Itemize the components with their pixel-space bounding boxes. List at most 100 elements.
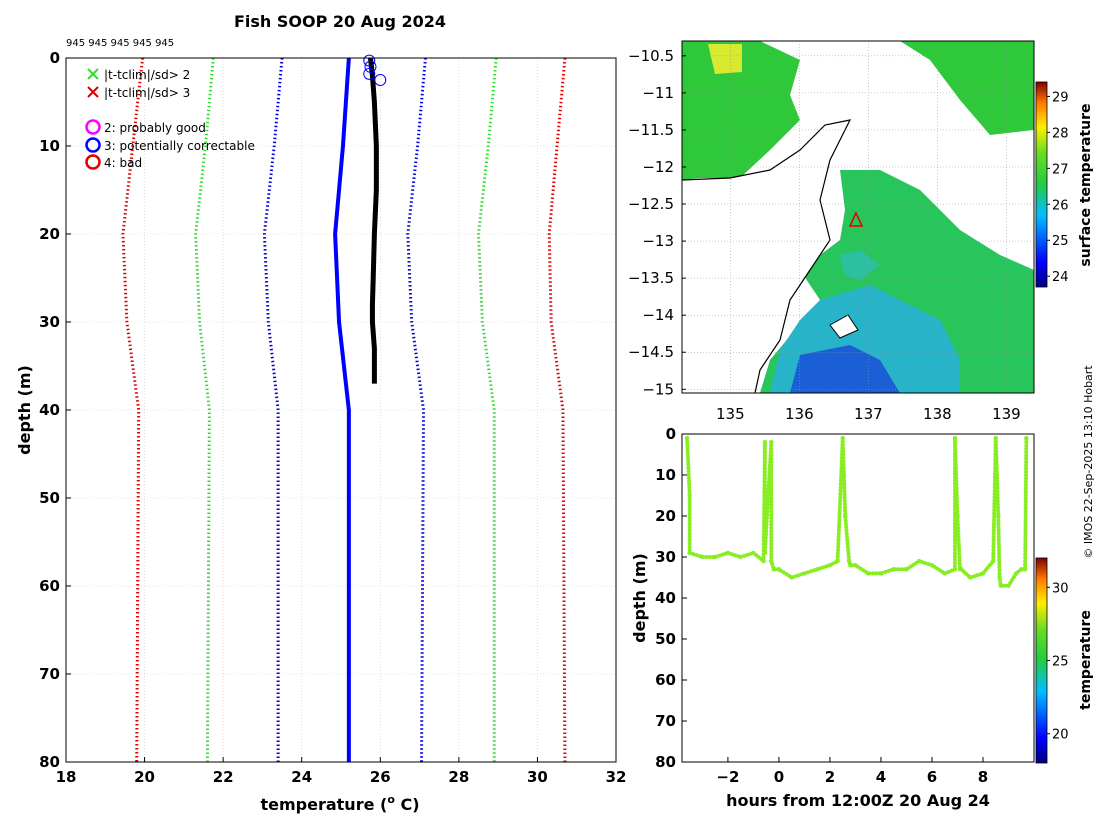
map-xtick-label: 136: [785, 405, 814, 423]
profile-ticks: 18 20 22 24 26 28 30 32 0 10 20 30 40 50 60 70 80: [39, 49, 626, 786]
tow-point: [1024, 435, 1029, 441]
tow-point: [1019, 567, 1024, 572]
tow-point: [891, 567, 896, 572]
tow-point: [840, 435, 845, 441]
legend-flag4-icon: [85, 154, 101, 170]
map-xtick-label: 138: [923, 405, 952, 423]
tow-points-group: [684, 435, 1029, 588]
tow-xtick-label: −2: [716, 768, 739, 786]
tow-xtick-label: 4: [876, 768, 886, 786]
map-ytick-label: −11: [642, 84, 674, 102]
profile-series--3-sd: [547, 57, 567, 763]
imos-credit: © IMOS 22-Sep-2025 13:10 Hobart: [1082, 365, 1095, 559]
map-colorbar-tick-label: 29: [1052, 90, 1069, 105]
profile-series--2-sd: [476, 57, 498, 762]
map-land: [682, 120, 850, 393]
tow-point: [769, 440, 774, 445]
tow-point: [959, 567, 964, 572]
observed-profile-line: [367, 57, 379, 384]
legend-flag2-icon: [85, 119, 101, 135]
profile-ytick-label: 20: [39, 225, 60, 243]
profile-legend: |t-tclim|/sd> 2 |t-tclim|/sd> 3 2: proba…: [85, 68, 255, 170]
profile-series--1-sd: [406, 57, 427, 763]
legend-flag3-label: 3: potentially correctable: [104, 139, 255, 153]
tow-xlabel: hours from 12:00Z 20 Aug 24: [726, 791, 990, 810]
tow-ytick-label: 20: [655, 507, 676, 525]
tow-point: [955, 513, 960, 519]
map-ytick-label: −10.5: [628, 47, 674, 65]
legend-x-red-icon: [87, 86, 99, 98]
tow-point: [776, 567, 782, 572]
map-colorbar-tick-label: 28: [1052, 126, 1069, 141]
map-ytick-label: −12: [642, 158, 674, 176]
tow-point: [725, 550, 731, 556]
tow-point: [1013, 571, 1019, 576]
tow-point: [998, 583, 1004, 588]
tow-ytick-label: 10: [655, 466, 676, 484]
map-colorbar-tick-label: 24: [1052, 270, 1069, 285]
tow-xtick-label: 6: [927, 768, 937, 786]
tow-colorbar-tick-label: 25: [1052, 655, 1069, 670]
profile-xtick-label: 32: [606, 768, 627, 786]
profile-ytick-label: 40: [39, 401, 60, 419]
sst-map-field: [682, 41, 1034, 393]
tow-point: [789, 575, 794, 580]
profile-xtick-label: 18: [56, 768, 77, 786]
profile-series--2-sd: [194, 57, 215, 763]
tow-point: [994, 472, 1000, 478]
station-ids: 945 945 945 945 945: [66, 38, 174, 49]
tow-xtick-label: 0: [774, 768, 784, 786]
tow-point: [952, 567, 958, 572]
tow-point: [848, 563, 853, 568]
map-ticks: 135 136 137 138 139 −10.5 −11 −11.5 −12 −12.5 −13 −…: [628, 47, 1021, 423]
tow-point: [993, 435, 998, 441]
profile-ylabel: depth (m): [15, 365, 34, 455]
map-ytick-label: −11.5: [628, 121, 674, 139]
profile-ytick-label: 70: [39, 665, 60, 683]
tow-point: [751, 550, 756, 556]
profile-ytick-label: 80: [39, 753, 60, 771]
profile-xtick-label: 20: [134, 768, 155, 786]
map-colorbar-tick-label: 25: [1052, 234, 1069, 249]
tow-ytick-label: 30: [655, 548, 676, 566]
ship-position-marker: [848, 211, 864, 227]
profile-ytick-label: 0: [50, 49, 60, 67]
observed-profile-group: [363, 54, 387, 384]
tow-point: [846, 558, 852, 564]
tow-point: [841, 472, 847, 478]
map-colorbar-tick-label: 26: [1052, 198, 1069, 213]
tow-point: [769, 558, 774, 564]
tow-point: [843, 513, 848, 519]
map-ytick-label: −12.5: [628, 195, 674, 213]
map-xtick-label: 135: [716, 405, 745, 423]
profile-series-group: [121, 57, 567, 763]
map-colorbar-label: surface temperature: [1078, 103, 1094, 266]
profile-series--1-sd: [262, 57, 284, 762]
profile-series-climatology-mean: [333, 57, 351, 762]
legend-flag3-icon: [85, 137, 101, 153]
tow-point: [917, 558, 922, 564]
tow-point: [904, 567, 909, 572]
profile-ytick-label: 60: [39, 577, 60, 595]
tow-point: [700, 554, 705, 560]
tow-point: [762, 440, 768, 445]
tow-point: [990, 558, 996, 564]
profile-xlabel: temperature (o C): [260, 793, 419, 814]
tow-colorbar-label: temperature: [1078, 610, 1094, 710]
map-ytick-label: −13: [642, 232, 674, 250]
tow-point: [684, 435, 690, 441]
tow-colorbar-tick-label: 30: [1052, 581, 1069, 596]
tow-point: [835, 558, 840, 564]
tow-point: [929, 563, 935, 568]
map-colorbar-ticks: 24 25 26 27 28 29: [1047, 90, 1069, 285]
profile-xtick-label: 24: [291, 768, 312, 786]
tow-ytick-label: 80: [655, 753, 676, 771]
map-xtick-label: 137: [854, 405, 883, 423]
legend-x-red-label: |t-tclim|/sd> 3: [104, 86, 190, 100]
tow-xtick-label: 8: [978, 768, 988, 786]
sst-warm-patch: [708, 44, 742, 74]
legend-flag4-label: 4: bad: [104, 156, 142, 170]
tow-ylabel: depth (m): [630, 553, 649, 643]
